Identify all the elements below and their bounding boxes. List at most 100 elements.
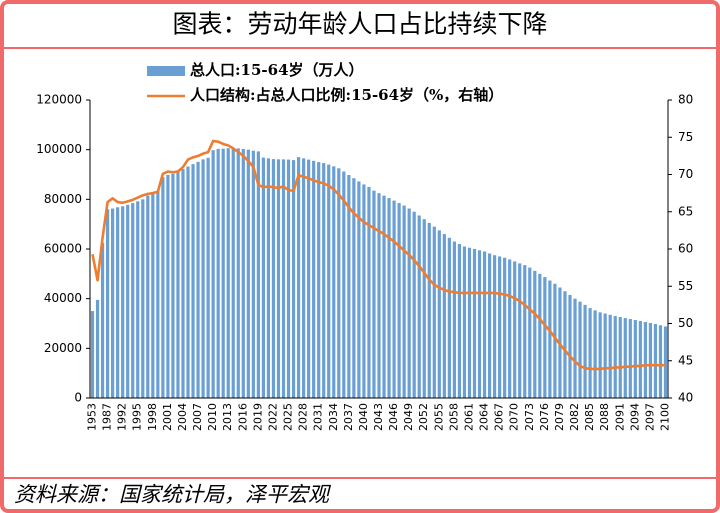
bar xyxy=(663,326,668,398)
bar xyxy=(131,203,135,398)
bar xyxy=(146,195,150,398)
bar xyxy=(452,241,456,398)
bar xyxy=(327,164,331,398)
bar xyxy=(563,291,567,398)
x-tick-label: 2085 xyxy=(583,403,596,431)
x-tick-label: 2073 xyxy=(523,403,536,431)
bar xyxy=(397,203,401,398)
bar xyxy=(176,172,180,398)
bar xyxy=(528,267,532,398)
x-tick-label: 1992 xyxy=(116,403,129,431)
bar xyxy=(352,178,356,398)
x-tick-label: 2016 xyxy=(236,403,249,431)
bar xyxy=(608,314,612,398)
y-tick-label: 120000 xyxy=(36,93,82,107)
bar xyxy=(296,157,301,398)
bar xyxy=(573,298,577,398)
bar xyxy=(95,299,100,398)
bar xyxy=(171,173,175,398)
bar xyxy=(342,171,346,398)
bar xyxy=(633,320,637,398)
bar xyxy=(236,148,240,398)
x-tick-label: 2070 xyxy=(508,403,521,431)
bar xyxy=(658,325,663,398)
bar xyxy=(337,168,341,398)
legend-label: 人口结构:占总人口比例:15-64岁（%，右轴） xyxy=(190,86,503,104)
bar xyxy=(90,311,95,398)
bar xyxy=(151,192,155,398)
bar xyxy=(407,208,411,398)
bar xyxy=(251,150,255,398)
bar xyxy=(196,161,200,398)
x-tick-label: 2061 xyxy=(462,403,475,431)
y2-tick-label: 65 xyxy=(678,204,693,218)
bar xyxy=(568,294,572,398)
bar xyxy=(638,321,642,398)
bar xyxy=(291,160,296,398)
bar xyxy=(111,208,115,398)
x-tick-label: 2049 xyxy=(402,403,415,431)
y-tick-label: 60000 xyxy=(44,242,82,256)
bar xyxy=(141,199,145,398)
x-tick-label: 2040 xyxy=(357,403,370,431)
bar xyxy=(518,263,522,398)
y-tick-label: 80000 xyxy=(44,192,82,206)
bar xyxy=(472,249,477,398)
bar xyxy=(116,207,120,398)
bar xyxy=(482,251,487,398)
bar xyxy=(211,150,215,398)
bar xyxy=(100,242,105,398)
bar xyxy=(392,200,396,398)
x-tick-label: 2034 xyxy=(327,403,340,431)
bar xyxy=(136,201,140,398)
bar xyxy=(271,159,276,398)
bar xyxy=(377,193,381,398)
bar xyxy=(126,204,130,398)
bar xyxy=(417,215,421,398)
x-tick-label: 1953 xyxy=(86,403,99,431)
bar xyxy=(538,273,542,398)
bar xyxy=(603,313,607,398)
y2-tick-label: 60 xyxy=(678,242,693,256)
bar xyxy=(266,158,271,398)
bar xyxy=(286,159,291,398)
bar xyxy=(467,247,472,398)
bar xyxy=(643,322,647,398)
x-tick-label: 2079 xyxy=(553,403,566,431)
bar xyxy=(246,149,250,398)
bar xyxy=(206,157,210,398)
bar xyxy=(503,257,507,398)
x-tick-label: 1987 xyxy=(101,403,114,431)
bar xyxy=(161,177,165,398)
bar xyxy=(487,253,492,398)
bar xyxy=(216,148,220,398)
bar xyxy=(437,230,441,398)
bar xyxy=(105,209,110,398)
bar xyxy=(166,174,170,398)
legend-swatch xyxy=(147,66,185,76)
y2-tick-label: 50 xyxy=(678,316,693,330)
y2-tick-label: 55 xyxy=(678,279,693,293)
bar xyxy=(387,198,391,398)
bar xyxy=(402,205,406,398)
source: 资料来源：国家统计局，泽平宏观 xyxy=(14,483,332,507)
x-tick-label: 2025 xyxy=(282,403,295,431)
bar xyxy=(588,308,592,398)
bar xyxy=(312,160,316,398)
bar xyxy=(477,250,482,398)
bar xyxy=(281,159,286,398)
y2-tick-label: 80 xyxy=(678,93,693,107)
bar xyxy=(422,219,426,398)
x-tick-label: 2013 xyxy=(221,403,234,431)
bar xyxy=(598,312,602,398)
y2-tick-label: 45 xyxy=(678,353,693,367)
bar xyxy=(578,301,582,398)
x-tick-label: 2088 xyxy=(598,403,611,431)
bar xyxy=(432,226,436,398)
x-tick-label: 2100 xyxy=(658,403,671,431)
y2-tick-label: 75 xyxy=(678,130,693,144)
bar xyxy=(322,163,326,398)
bar xyxy=(332,166,336,398)
x-tick-label: 2094 xyxy=(628,403,641,431)
